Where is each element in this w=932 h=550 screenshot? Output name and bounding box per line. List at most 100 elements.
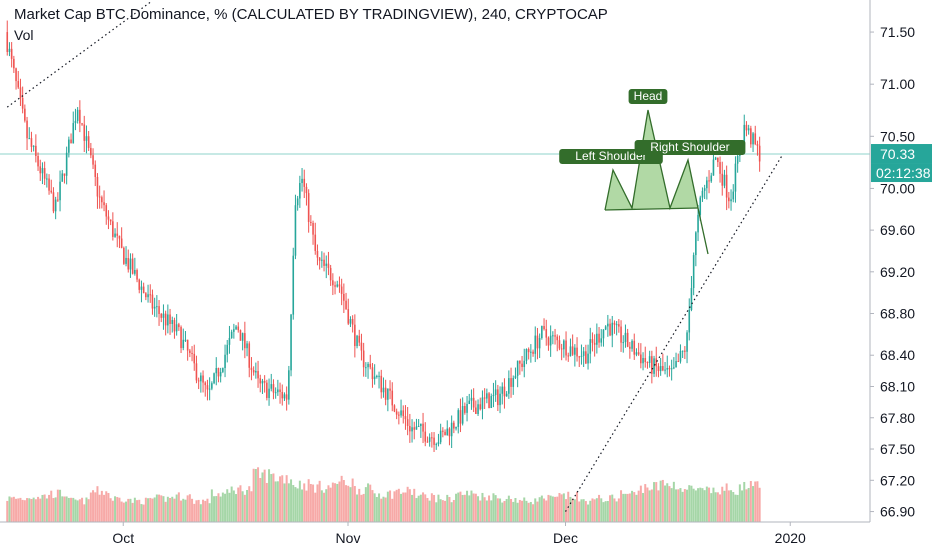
volume-bar xyxy=(369,484,372,522)
volume-bar xyxy=(92,490,95,522)
volume-bar xyxy=(468,495,471,522)
candle-body xyxy=(501,386,504,394)
x-axis[interactable]: Oct Nov Dec 2020 xyxy=(0,521,870,546)
candle-body xyxy=(277,389,279,393)
volume-bar xyxy=(272,473,275,522)
volume-bar xyxy=(595,498,598,522)
candle-body xyxy=(466,404,468,413)
candle-body xyxy=(105,205,108,217)
volume-bar xyxy=(532,504,535,522)
volume-bar xyxy=(61,496,64,522)
candles xyxy=(6,20,761,453)
volume-bar xyxy=(191,498,194,522)
candle-body xyxy=(519,360,521,364)
volume-bar xyxy=(571,498,574,522)
head-label[interactable]: Head xyxy=(628,89,668,104)
volume-bar xyxy=(730,490,733,522)
volume-bar xyxy=(397,488,400,522)
volume-bar xyxy=(679,488,682,522)
head-and-shoulders-pattern[interactable]: Head Left Shoulder Right Shoulder xyxy=(559,89,746,255)
candle-body xyxy=(178,324,180,328)
candle-body xyxy=(270,384,273,389)
candle-body xyxy=(288,370,290,400)
candle-body xyxy=(629,346,631,349)
candle-body xyxy=(343,293,345,301)
volume-bar xyxy=(433,494,436,522)
candle-body xyxy=(620,326,622,343)
candle-body xyxy=(730,199,732,202)
candle-body xyxy=(659,366,662,372)
candle-body xyxy=(332,280,334,286)
candle-body xyxy=(63,173,66,176)
candle-body xyxy=(32,145,35,147)
volume-bar xyxy=(419,494,422,522)
candle-body xyxy=(670,368,673,370)
volume-bar xyxy=(708,487,711,522)
candle-body xyxy=(90,147,92,156)
candle-body xyxy=(475,407,477,414)
volume-bar xyxy=(193,503,196,522)
volume-bar xyxy=(628,493,631,522)
candle-body xyxy=(578,356,581,358)
volume-bar xyxy=(758,487,761,522)
volume-bar xyxy=(235,494,238,522)
volume-bar xyxy=(474,493,477,522)
volume-bar xyxy=(263,469,266,522)
candle-body xyxy=(404,416,407,420)
volume-bar xyxy=(573,499,576,522)
volume-bar xyxy=(499,498,502,522)
volume-bar xyxy=(417,495,420,522)
volume-bar xyxy=(6,500,9,522)
volume-bar xyxy=(631,490,634,522)
candle-body xyxy=(442,430,444,432)
candle-body xyxy=(140,286,143,290)
candle-body xyxy=(697,214,699,233)
volume-bar xyxy=(578,501,581,522)
volume-bar xyxy=(488,495,491,522)
candle-body xyxy=(618,324,620,327)
volume-bar xyxy=(312,484,315,522)
candle-body xyxy=(279,389,281,392)
candle-body xyxy=(677,361,680,363)
y-tick-label: 70.50 xyxy=(880,128,915,144)
volume-bar xyxy=(496,498,499,522)
volume-bar xyxy=(732,491,735,522)
volume-bar xyxy=(699,487,702,522)
volume-bar xyxy=(529,501,532,522)
candle-body xyxy=(492,394,495,397)
candle-body xyxy=(615,324,618,326)
candle-body xyxy=(10,48,13,59)
volume-bar xyxy=(576,491,579,522)
volume-bar xyxy=(466,490,469,522)
candle-body xyxy=(274,392,277,394)
candle-body xyxy=(457,410,460,427)
volume-bar xyxy=(118,497,121,522)
candle-body xyxy=(103,202,105,206)
candle-body xyxy=(281,391,284,399)
candle-body xyxy=(662,366,664,371)
volume-bar xyxy=(507,495,510,522)
volume-bar xyxy=(444,500,447,522)
right-shoulder-label[interactable]: Right Shoulder xyxy=(634,140,746,155)
candle-body xyxy=(728,197,730,202)
candle-body xyxy=(455,426,457,429)
volume-bar xyxy=(37,496,40,522)
candle-body xyxy=(684,350,686,352)
y-axis[interactable]: 71.50 71.00 70.50 70.00 69.60 69.20 68.80 68.40… xyxy=(869,0,932,522)
candle-body xyxy=(208,388,211,390)
volume-bar xyxy=(437,494,440,522)
head-label-text: Head xyxy=(634,89,663,103)
volume-bar xyxy=(268,469,271,522)
volume-bar xyxy=(543,498,546,522)
candle-body xyxy=(560,348,563,350)
candle-body xyxy=(94,164,97,177)
volume-bar xyxy=(155,494,158,522)
volume-bar xyxy=(241,491,244,522)
candle-body xyxy=(389,388,391,391)
candle-body xyxy=(233,329,235,332)
volume-bar xyxy=(334,483,337,522)
volume-bar xyxy=(329,487,332,522)
volume-bar xyxy=(208,503,211,522)
volume-bar xyxy=(609,495,612,522)
volume-bar xyxy=(622,493,625,522)
